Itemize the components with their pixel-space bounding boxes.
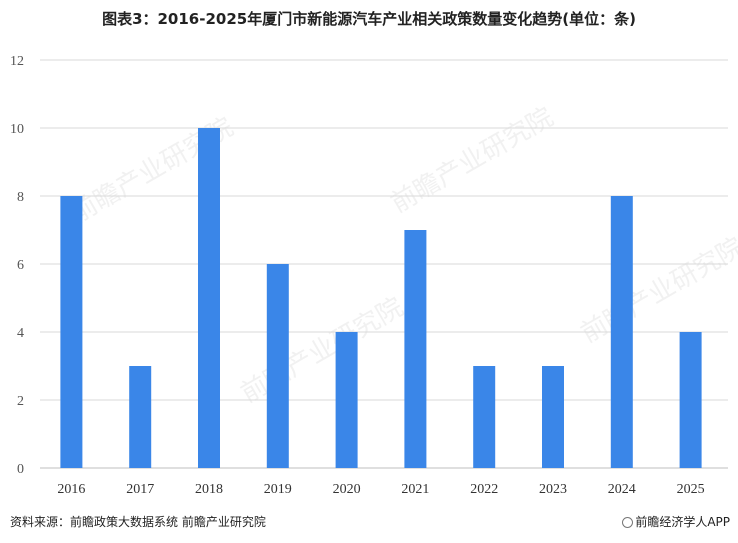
x-tick-label: 2021 <box>401 482 429 497</box>
x-tick-label: 2020 <box>333 482 361 497</box>
brand-text: 前瞻经济学人APP <box>635 515 730 529</box>
x-tick-label: 2017 <box>126 482 154 497</box>
brand-logo-icon <box>622 517 634 528</box>
x-tick-label: 2016 <box>57 482 85 497</box>
bar <box>542 366 564 468</box>
x-tick-label: 2025 <box>677 482 705 497</box>
x-tick-label: 2024 <box>608 482 636 497</box>
source-note: 资料来源：前瞻政策大数据系统 前瞻产业研究院 <box>10 515 266 529</box>
x-tick-label: 2022 <box>470 482 498 497</box>
chart-title: 图表3：2016-2025年厦门市新能源汽车产业相关政策数量变化趋势(单位：条) <box>102 10 636 28</box>
y-tick-label: 2 <box>17 394 24 409</box>
brand-label: 前瞻经济学人APP <box>622 513 730 530</box>
bar <box>60 196 83 468</box>
bar <box>679 332 702 468</box>
y-tick-label: 10 <box>10 122 24 137</box>
y-tick-label: 8 <box>17 190 24 205</box>
bar-chart: 0 2 4 6 8 10 12 2016 2017 2018 2019 2020 2021 2022 202… <box>10 54 728 497</box>
bar <box>610 196 633 468</box>
x-tick-label: 2018 <box>195 482 223 497</box>
y-tick-label: 6 <box>17 258 24 273</box>
bar <box>404 230 427 468</box>
bar <box>198 128 220 468</box>
x-tick-label: 2019 <box>264 482 292 497</box>
bar <box>266 264 289 468</box>
y-tick-label: 12 <box>10 54 24 69</box>
y-tick-label: 0 <box>17 462 24 477</box>
bar <box>335 332 358 468</box>
y-tick-label: 4 <box>17 326 24 341</box>
bar <box>129 366 152 468</box>
x-tick-label: 2023 <box>539 482 567 497</box>
bar <box>473 366 496 468</box>
